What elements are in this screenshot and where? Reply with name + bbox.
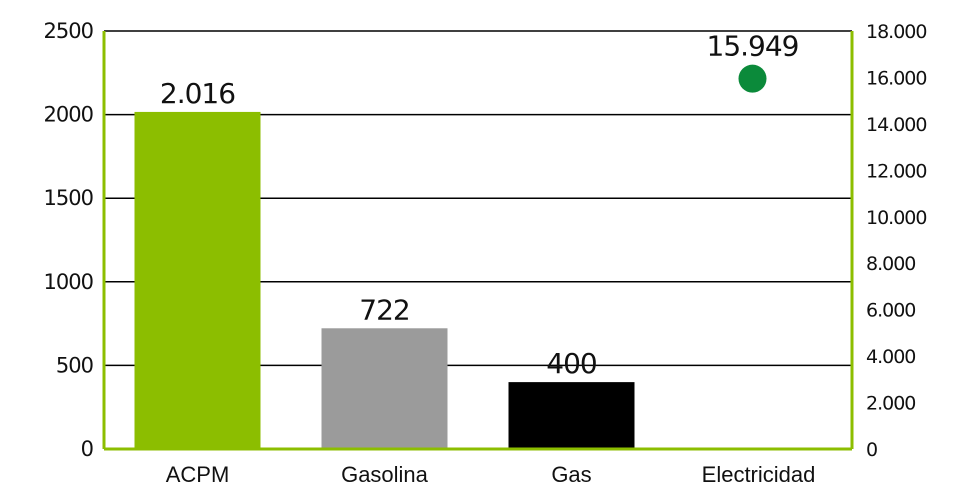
y-left-tick-label: 2500 [44, 19, 93, 43]
bar-data-label: 722 [359, 293, 409, 326]
bar [321, 328, 448, 449]
bar-data-label: 400 [546, 347, 596, 380]
y-left-tick-label: 1500 [44, 186, 93, 210]
y-left-tick-label: 500 [56, 353, 93, 377]
y-right-tick-label: 18.000 [866, 21, 926, 43]
y-right-tick-label: 16.000 [866, 67, 926, 89]
bars [134, 64, 767, 449]
y-right-tick-label: 8.000 [866, 253, 915, 275]
y-right-tick-label: 0 [866, 439, 877, 461]
bar [508, 382, 635, 449]
axes [102, 31, 854, 451]
y-right-tick-label: 14.000 [866, 114, 926, 136]
bar-data-label: 2.016 [160, 77, 235, 110]
y-right-tick-label: 4.000 [866, 346, 915, 368]
point-data-label: 15.949 [707, 30, 799, 63]
data-point [738, 64, 767, 93]
y-right-tick-label: 6.000 [866, 300, 915, 322]
x-tick-label: Gas [551, 462, 591, 487]
y-right-tick-label: 2.000 [866, 393, 915, 415]
y-left-tick-label: 1000 [44, 270, 93, 294]
x-tick-label: Gasolina [341, 462, 429, 487]
y-left-tick-label: 0 [81, 437, 93, 461]
y-right-tick-label: 12.000 [866, 160, 926, 182]
labels: 0 500 1000 1500 2000 2500 0 2.000 4.000 6.000 8.00… [44, 19, 928, 487]
bar [134, 111, 261, 449]
y-right-tick-label: 10.000 [866, 207, 926, 229]
y-left-tick-label: 2000 [44, 103, 93, 127]
x-tick-label: ACPM [166, 462, 230, 487]
x-tick-label: Electricidad [702, 462, 816, 487]
